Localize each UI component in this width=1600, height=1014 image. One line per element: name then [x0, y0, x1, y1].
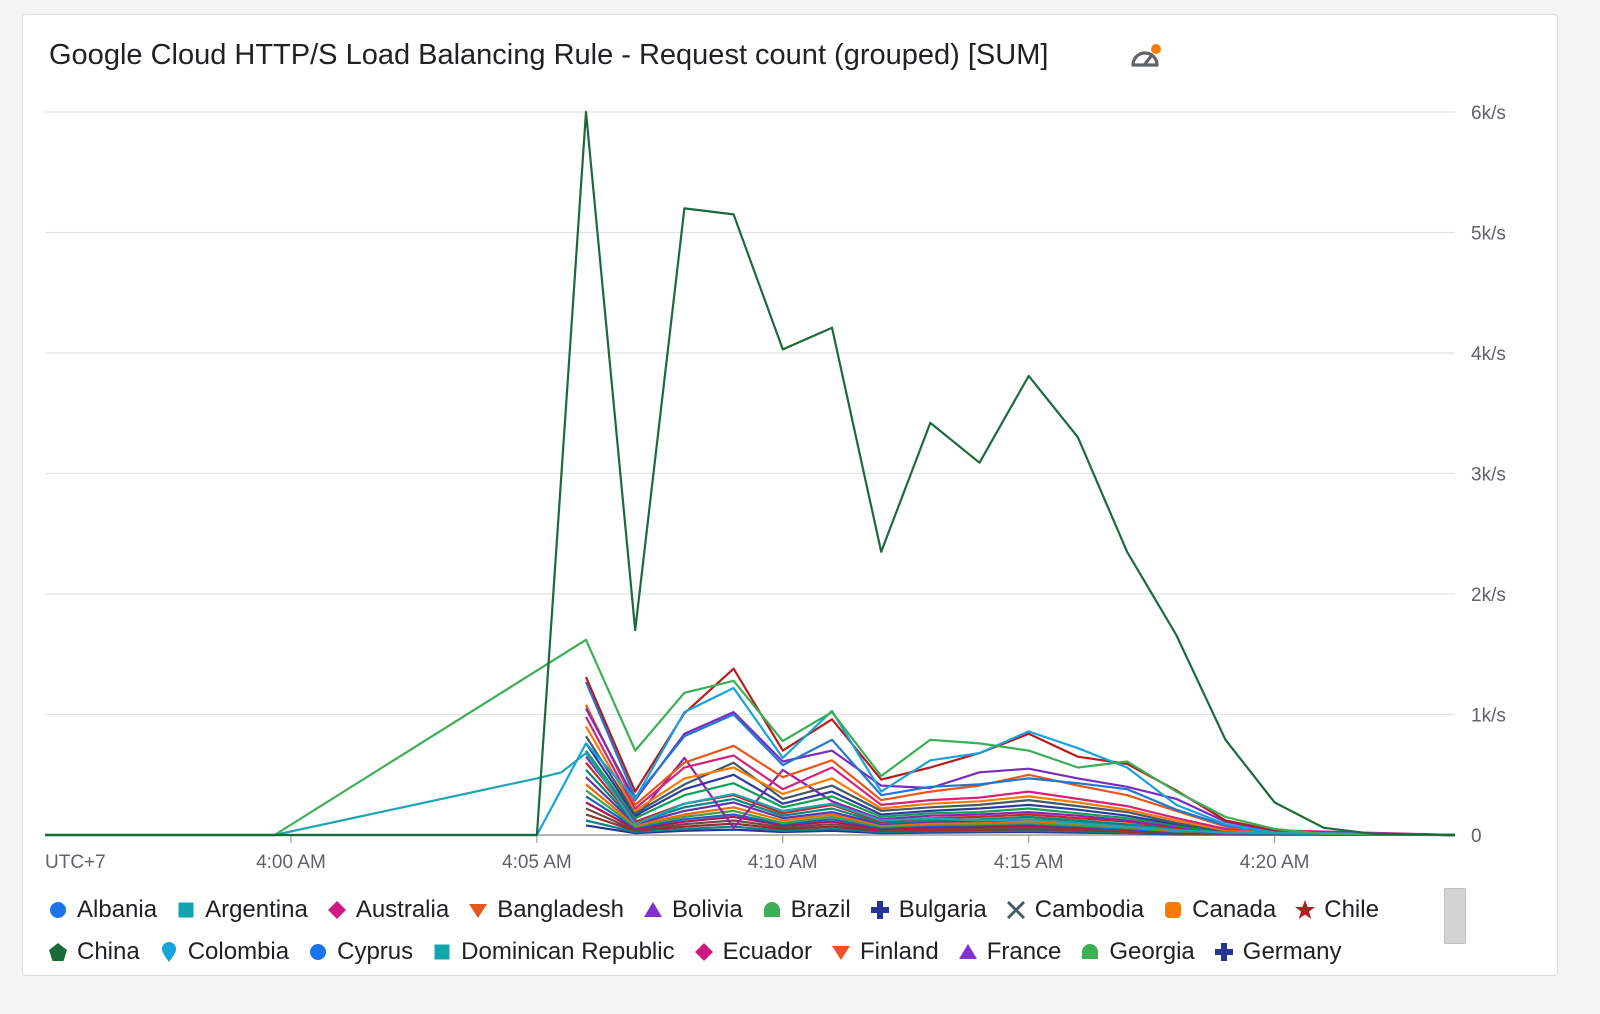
legend-item-argentina[interactable]: Argentina: [175, 896, 308, 924]
plus-marker-icon: [870, 901, 889, 919]
legend-label: Bolivia: [671, 896, 743, 923]
triangle-up-marker-icon: [643, 902, 662, 917]
x-tick-label: 4:05 AM: [502, 852, 572, 873]
triangle-down-marker-icon: [469, 904, 488, 918]
triangle-down-marker-icon: [831, 946, 850, 960]
y-tick-label: 1k/s: [1471, 706, 1506, 727]
square-marker-icon: [178, 902, 194, 918]
series-line: [585, 795, 1456, 837]
legend-item-dominican-republic[interactable]: Dominican Republic: [431, 938, 675, 966]
timezone-label: UTC+7: [45, 852, 106, 873]
y-tick-label: 5k/s: [1471, 224, 1506, 245]
circle-marker-icon: [50, 902, 66, 918]
x-tick-label: 4:10 AM: [748, 852, 818, 873]
series-line: [585, 756, 1456, 837]
star-marker-icon: [1295, 900, 1316, 919]
y-tick-label: 3k/s: [1471, 465, 1506, 486]
series-line: [45, 110, 1456, 837]
legend-label: Dominican Republic: [461, 938, 675, 965]
y-tick-label: 0: [1471, 826, 1482, 847]
series-line: [585, 707, 1456, 837]
legend-item-china[interactable]: China: [47, 938, 140, 966]
series-line: [585, 735, 1456, 837]
legend-item-finland[interactable]: Finland: [830, 938, 939, 966]
legend-row: Albania Argentina Australia Bangladesh Boliv…: [47, 889, 1437, 931]
x-tick-label: 4:00 AM: [256, 852, 326, 873]
badge-dot: [1151, 44, 1161, 54]
legend-label: Germany: [1242, 938, 1342, 965]
rounded-square-marker-icon: [1165, 902, 1182, 918]
legend-item-france[interactable]: France: [957, 938, 1062, 966]
legend-label: Canada: [1192, 896, 1277, 923]
series-line: [584, 681, 1456, 837]
legend-label: Chile: [1324, 896, 1379, 923]
chart-title: Google Cloud HTTP/S Load Balancing Rule …: [49, 39, 1049, 71]
circle-marker-icon: [310, 944, 327, 960]
legend-item-chile[interactable]: Chile: [1294, 896, 1379, 924]
series-line: [585, 749, 1456, 837]
series-line: [45, 686, 1456, 837]
teardrop-marker-icon: [161, 942, 176, 962]
x-tick-label: 4:15 AM: [994, 852, 1064, 873]
series-line: [585, 725, 1456, 837]
x-tick-label: 4:20 AM: [1240, 852, 1310, 873]
speed-gauge-icon[interactable]: [1127, 43, 1163, 73]
plus-marker-icon: [1214, 943, 1233, 961]
legend-label: France: [986, 938, 1062, 965]
legend-item-bolivia[interactable]: Bolivia: [642, 896, 743, 924]
legend-item-ecuador[interactable]: Ecuador: [693, 938, 812, 966]
legend-item-brazil[interactable]: Brazil: [761, 896, 851, 924]
cross-marker-icon: [1006, 901, 1025, 919]
legend-label: Albania: [77, 896, 158, 923]
legend-item-georgia[interactable]: Georgia: [1079, 938, 1195, 966]
series-line: [585, 789, 1456, 837]
legend-label: Australia: [355, 896, 450, 923]
diamond-marker-icon: [327, 901, 346, 919]
legend-label: Georgia: [1109, 938, 1195, 965]
series-line: [585, 716, 1456, 837]
legend-label: Colombia: [187, 938, 290, 965]
series-line: [585, 769, 1456, 837]
legend-item-bangladesh[interactable]: Bangladesh: [467, 896, 624, 924]
half-circle-marker-icon: [1082, 944, 1099, 959]
legend-item-albania[interactable]: Albania: [47, 896, 157, 924]
legend-label: Bangladesh: [497, 896, 624, 923]
legend-row: China Colombia Cyprus Dominican Republic Ecu…: [47, 931, 1437, 973]
square-marker-icon: [434, 944, 450, 960]
legend-item-cyprus[interactable]: Cyprus: [307, 938, 413, 966]
series-line: [585, 704, 1456, 837]
legend-label: China: [77, 938, 140, 965]
legend-label: Ecuador: [722, 938, 812, 965]
y-tick-label: 4k/s: [1471, 344, 1506, 365]
legend-item-canada[interactable]: Canada: [1162, 896, 1276, 924]
legend-item-bulgaria[interactable]: Bulgaria: [869, 896, 987, 924]
legend-item-australia[interactable]: Australia: [326, 896, 449, 924]
triangle-up-marker-icon: [958, 944, 977, 959]
legend-label: Bulgaria: [898, 896, 987, 923]
legend-label: Brazil: [790, 896, 851, 923]
series-line: [45, 751, 1456, 837]
chart-widget-card: Google Cloud HTTP/S Load Balancing Rule …: [22, 14, 1558, 976]
line-chart: 0 1k/s 2k/s 3k/s 4k/s 5k/s 6k/s 4:00 AM 4:05 AM 4…: [45, 103, 1506, 873]
pentagon-marker-icon: [49, 943, 67, 961]
legend-item-germany[interactable]: Germany: [1213, 938, 1342, 966]
legend-item-colombia[interactable]: Colombia: [158, 938, 289, 966]
series-line: [585, 742, 1456, 837]
chart-legend: Albania Argentina Australia Bangladesh Boliv…: [47, 889, 1437, 973]
legend-scrollbar[interactable]: [1444, 888, 1466, 944]
legend-label: Argentina: [205, 896, 308, 923]
legend-label: Cyprus: [337, 938, 414, 965]
legend-label: Cambodia: [1034, 896, 1145, 923]
legend-label: Finland: [859, 938, 939, 965]
series-line: [45, 638, 1456, 837]
half-circle-marker-icon: [763, 902, 780, 917]
legend-item-cambodia[interactable]: Cambodia: [1005, 896, 1144, 924]
y-tick-label: 6k/s: [1471, 103, 1506, 124]
diamond-marker-icon: [694, 943, 713, 961]
y-tick-label: 2k/s: [1471, 585, 1506, 606]
